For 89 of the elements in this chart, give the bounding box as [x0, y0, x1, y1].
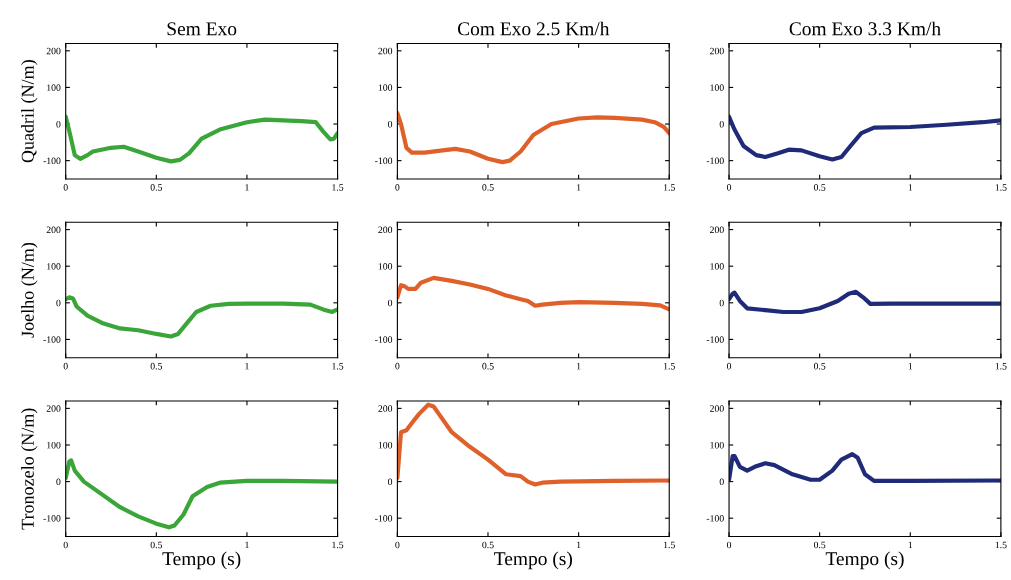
x-tick-label: 1: [577, 541, 581, 549]
y-tick-label: 200: [46, 47, 61, 55]
y-tick-label: -100: [43, 157, 61, 165]
y-tick-label: 100: [47, 263, 61, 270]
x-tick-label: 1.5: [332, 541, 344, 549]
y-tick-label: 200: [378, 47, 393, 55]
x-tick-label: 1: [908, 184, 913, 191]
y-tick-label: 100: [47, 441, 61, 449]
chart-title: Com Exo 2.5 Km/h: [457, 21, 610, 36]
x-tick-label: 1: [908, 541, 913, 549]
x-tick-label: 1.5: [664, 362, 675, 370]
line-series: [729, 289, 1001, 315]
x-tick-label: 1.5: [664, 541, 675, 549]
x-axis-title: Tempo (s): [494, 551, 572, 570]
x-tick-label: 1.5: [995, 362, 1007, 370]
y-tick-label: 100: [378, 263, 393, 270]
y-tick-label: 0: [56, 478, 61, 486]
y-tick-label: 200: [378, 405, 393, 412]
x-tick-label: 1.5: [995, 541, 1007, 549]
y-tick-label: 0: [56, 120, 61, 128]
y-tick-label: -100: [706, 515, 724, 522]
y-tick-label: -100: [706, 336, 724, 343]
x-tick-label: 0: [395, 541, 400, 549]
y-tick-label: -100: [43, 515, 61, 522]
x-tick-label: 0: [726, 541, 732, 549]
x-tick-label: 0: [726, 362, 732, 370]
x-tick-label: 0: [63, 184, 68, 191]
x-tick-label: 1: [245, 362, 249, 370]
y-tick-label: -100: [375, 336, 393, 343]
x-tick-label: 1.5: [995, 184, 1007, 191]
x-tick-label: 1.5: [664, 184, 675, 191]
x-tick-label: 1: [245, 184, 249, 191]
x-tick-label: 0: [63, 362, 68, 370]
line-series: [65, 295, 338, 339]
x-tick-label: 0: [63, 541, 68, 549]
x-tick-label: 1: [577, 362, 581, 370]
x-tick-label: 0: [395, 184, 400, 191]
y-tick-label: -100: [375, 157, 393, 165]
x-tick-label: 1: [908, 362, 913, 370]
x-tick-label: 0: [726, 184, 732, 191]
x-tick-label: 0.5: [150, 362, 163, 370]
y-tick-label: 100: [47, 84, 61, 91]
y-tick-label: 0: [719, 120, 724, 128]
y-tick-label: 100: [378, 441, 393, 449]
x-tick-label: 0.5: [150, 184, 163, 191]
y-axis-title: Quadril (N/m): [21, 60, 38, 163]
y-tick-label: 100: [378, 84, 393, 91]
y-tick-label: 0: [719, 478, 724, 486]
x-tick-label: 0.5: [482, 541, 494, 549]
y-tick-label: -100: [43, 336, 61, 343]
y-tick-label: 0: [388, 478, 393, 486]
y-tick-label: 200: [710, 405, 724, 412]
y-tick-label: 100: [710, 441, 724, 449]
x-tick-label: 0.5: [482, 362, 494, 370]
line-series: [65, 114, 338, 164]
line-series: [729, 452, 1001, 483]
x-tick-label: 0.5: [813, 184, 826, 191]
line-series: [397, 110, 670, 165]
x-tick-label: 1.5: [332, 362, 344, 370]
y-tick-label: 0: [388, 299, 393, 307]
chart-title: Com Exo 3.3 Km/h: [789, 21, 941, 36]
x-tick-label: 1: [245, 541, 249, 549]
y-tick-label: 0: [388, 120, 393, 128]
y-tick-label: 100: [710, 84, 724, 91]
y-tick-label: 0: [719, 299, 724, 307]
x-tick-label: 0.5: [813, 362, 826, 370]
line-series: [729, 114, 1001, 162]
y-tick-label: 200: [710, 226, 724, 234]
x-axis-title: Tempo (s): [162, 551, 241, 570]
x-tick-label: 1: [577, 184, 581, 191]
y-tick-label: 200: [46, 226, 61, 234]
line-series: [65, 458, 338, 530]
y-tick-label: 200: [710, 47, 724, 55]
x-axis-title: Tempo (s): [825, 551, 904, 570]
y-tick-label: 200: [378, 226, 393, 234]
x-tick-label: 0.5: [813, 541, 826, 549]
x-tick-label: 0.5: [482, 184, 494, 191]
y-tick-label: 200: [46, 405, 61, 412]
y-axis-title: Joelho (N/m): [21, 242, 38, 338]
y-tick-label: -100: [706, 157, 724, 165]
x-tick-label: 0: [395, 362, 400, 370]
x-tick-label: 0.5: [150, 541, 163, 549]
y-tick-label: 0: [56, 299, 61, 307]
y-axis-title: Tronozelo (N/m): [21, 408, 38, 530]
y-tick-label: 100: [710, 263, 724, 270]
line-series: [397, 275, 670, 312]
chart-title: Sem Exo: [167, 22, 237, 36]
x-tick-label: 1.5: [332, 184, 344, 191]
y-tick-label: -100: [375, 515, 393, 522]
